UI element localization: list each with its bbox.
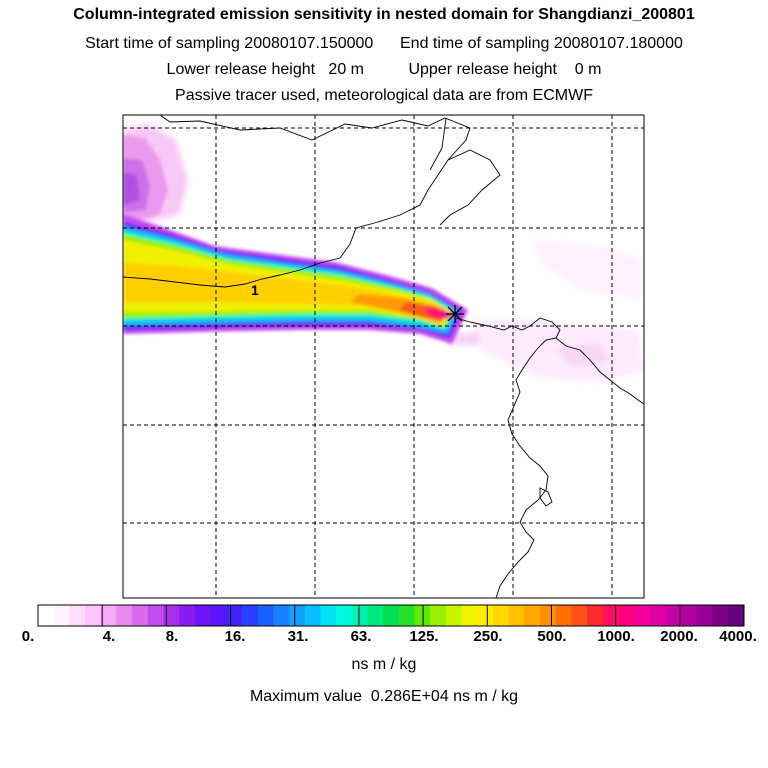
colorbar-tick-label: 250. [473,628,503,645]
colorbar-tick-label: 500. [537,628,567,645]
colorbar-swatch [508,605,525,626]
colorbar-tick-label: 63. [350,628,372,645]
colorbar-swatch [304,605,321,626]
colorbar-tick-label: 0. [21,628,35,645]
colorbar-swatch [116,605,133,626]
main-plume [123,214,468,344]
end-time-label: End time of sampling 20080107.180000 [400,35,683,52]
colorbar-swatch [445,605,462,626]
inner-boundary [429,117,447,171]
colorbar-swatch [571,605,588,626]
colorbar-swatch [414,605,431,626]
colorbar-swatch [289,605,306,626]
northern-border [123,115,471,288]
colorbar-tick-label: 8. [165,628,179,645]
colorbar-tick-label: 2000. [660,628,698,645]
colorbar-swatch [461,605,478,626]
maximum-value-text: Maximum value 0.286E+04 ns m / kg [249,688,519,705]
colorbar-swatch [649,605,666,626]
plot-title: Column-integrated emission sensitivity i… [73,6,695,23]
station-marker [446,305,464,323]
colorbar-swatch [477,605,494,626]
island-outline [539,487,553,507]
colorbar-swatch [38,605,55,626]
colorbar-swatch [69,605,86,626]
colorbar-swatch [194,605,211,626]
colorbar-tick-label: 125. [409,628,439,645]
colorbar-swatch [163,605,180,626]
colorbar-swatch [524,605,541,626]
coastlines-borders [123,115,644,598]
colorbar-swatch [681,605,698,626]
colorbar-swatch [226,605,243,626]
colorbar-swatch [179,605,196,626]
colorbar-swatch [728,605,745,626]
colorbar-swatch [398,605,415,626]
colorbar-swatch [210,605,227,626]
colorbar-tick-label: 1000. [597,628,635,645]
colorbar-swatch [712,605,729,626]
peninsula-coast [555,337,644,405]
colorbar-swatch [147,605,164,626]
colorbar-swatch [132,605,149,626]
colorbar-tick-label: 16. [224,628,246,645]
colorbar-swatch [492,605,510,626]
colorbar-tick-label: 31. [287,628,309,645]
colorbar-swatch [85,605,102,626]
coastline [455,317,561,598]
colorbar [37,604,745,627]
release-height-line: Lower release height 20 m Upper release … [0,61,768,79]
sensitivity-field [123,124,644,382]
lat-lon-grid [123,115,644,598]
colorbar-swatch [53,605,70,626]
colorbar-swatch [430,605,447,626]
lower-release-label: Lower release height 20 m [166,61,364,78]
colorbar-swatch [367,605,384,626]
colorbar-swatch [383,605,400,626]
colorbar-swatch [320,605,337,626]
colorbar-swatch [273,605,290,626]
colorbar-swatch [696,605,714,626]
upper-release-label: Upper release height 0 m [408,61,602,78]
tracer-note: Passive tracer used, meteorological data… [175,87,593,104]
contour-label: 1 [251,282,259,298]
provincial-line [439,149,501,226]
start-time-label: Start time of sampling 20080107.150000 [85,35,374,52]
colorbar-border [37,604,745,627]
colorbar-swatch [241,605,259,626]
colorbar-swatch [602,605,619,626]
colorbar-swatch [351,605,368,626]
colorbar-swatch [555,605,572,626]
colorbar-swatch [257,605,274,626]
colorbar-tick-label: 4. [102,628,116,645]
sampling-time-line: Start time of sampling 20080107.150000 E… [0,35,768,53]
colorbar-swatch [336,605,353,626]
colorbar-swatch [665,605,682,626]
colorbar-swatch [587,605,604,626]
colorbar-tick-label: 4000. [719,628,757,645]
colorbar-swatch [540,605,557,626]
northwest-plume [123,135,168,220]
map-frame [122,114,645,599]
colorbar-units: ns m / kg [351,656,417,673]
colorbar-swatch [618,605,635,626]
colorbar-swatch [100,605,117,626]
colorbar-swatch [634,605,651,626]
